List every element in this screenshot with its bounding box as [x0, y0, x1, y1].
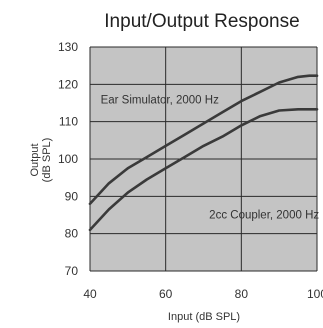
- chart-title: Input/Output Response: [104, 11, 299, 32]
- y-tick-label: 130: [58, 40, 78, 54]
- y-tick-label: 120: [58, 77, 78, 91]
- y-tick-label: 90: [65, 189, 79, 203]
- x-axis-label: Input (dB SPL): [168, 311, 240, 323]
- series-annotation-1: 2cc Coupler, 2000 Hz: [209, 210, 319, 222]
- series-layer: [88, 74, 319, 232]
- y-tick-label: 110: [59, 115, 78, 129]
- x-tick-label: 60: [159, 287, 173, 301]
- series-line-1: [88, 108, 319, 232]
- series-line-0: [88, 74, 319, 206]
- y-axis-label-line-2: (dB SPL): [41, 138, 53, 183]
- x-tick-label: 80: [235, 287, 249, 301]
- series-annotation-0: Ear Simulator, 2000 Hz: [101, 95, 220, 107]
- y-ticks: 70 80 90 100 110 120 130: [58, 40, 78, 278]
- x-tick-label: 100: [307, 287, 323, 301]
- y-axis-label: Output (dB SPL): [29, 138, 53, 183]
- y-axis-label-line-1: Output: [29, 143, 41, 176]
- annotations: Ear Simulator, 2000 Hz 2cc Coupler, 2000 …: [101, 95, 320, 222]
- x-tick-label: 40: [83, 287, 97, 301]
- grid: [89, 46, 318, 272]
- y-tick-label: 70: [65, 264, 79, 278]
- y-tick-label: 100: [58, 152, 78, 166]
- x-ticks: 40 60 80 100: [83, 287, 323, 301]
- y-tick-label: 80: [65, 227, 79, 241]
